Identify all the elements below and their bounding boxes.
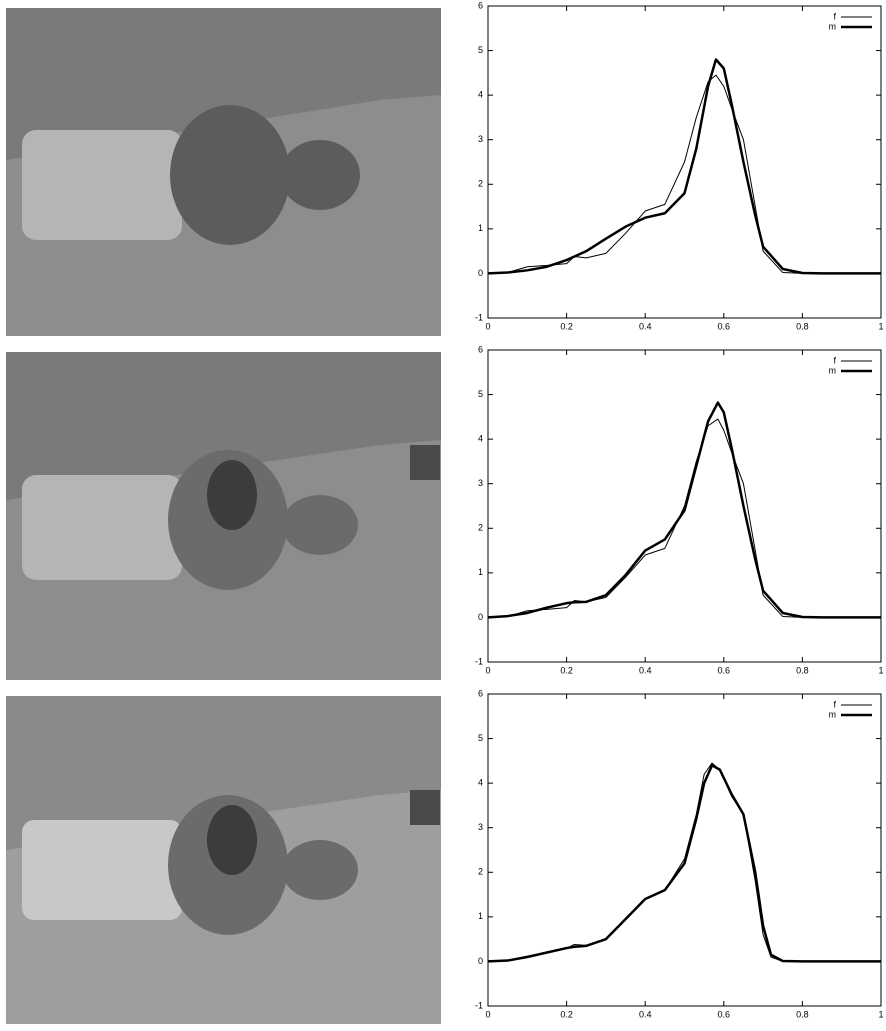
x-tick-label: 0.8 [796, 665, 809, 675]
x-tick-label: 1 [878, 665, 883, 675]
y-tick-label: 1 [478, 911, 483, 921]
photo [6, 352, 441, 680]
y-tick-label: 0 [478, 956, 483, 966]
y-tick-label: 5 [478, 45, 483, 55]
photo [6, 8, 441, 336]
legend-label: f [833, 355, 836, 365]
y-tick-label: -1 [475, 656, 483, 666]
y-tick-label: 3 [478, 478, 483, 488]
y-tick-label: 4 [478, 778, 483, 788]
x-tick-label: 0.4 [639, 321, 652, 331]
x-tick-label: 0.8 [796, 1009, 809, 1019]
series-line [487, 74, 881, 274]
x-tick-label: 0.2 [560, 665, 573, 675]
legend-label: m [829, 365, 837, 375]
y-tick-label: -1 [475, 1000, 483, 1010]
x-tick-label: 1 [878, 321, 883, 331]
y-tick-label: 0 [478, 612, 483, 622]
y-tick-label: 3 [478, 822, 483, 832]
series-line [487, 418, 881, 618]
y-tick-label: 3 [478, 134, 483, 144]
y-tick-label: 6 [478, 688, 483, 698]
y-tick-label: 0 [478, 268, 483, 278]
series-line [487, 58, 881, 275]
y-tick-label: -1 [475, 312, 483, 322]
x-tick-label: 0.2 [560, 1009, 573, 1019]
x-tick-label: 0.2 [560, 321, 573, 331]
plot-frame [487, 693, 882, 1007]
x-tick-label: 0 [485, 1009, 490, 1019]
y-tick-label: 1 [478, 567, 483, 577]
legend-label: f [833, 699, 836, 709]
x-tick-label: 0.8 [796, 321, 809, 331]
y-tick-label: 4 [478, 90, 483, 100]
y-tick-label: 2 [478, 867, 483, 877]
photo [6, 696, 441, 1024]
series-line [487, 401, 881, 619]
x-tick-label: 1 [878, 1009, 883, 1019]
y-tick-label: 6 [478, 0, 483, 10]
y-tick-label: 4 [478, 434, 483, 444]
legend-label: m [829, 21, 837, 31]
x-tick-label: 0.4 [639, 1009, 652, 1019]
y-tick-label: 2 [478, 179, 483, 189]
plot-frame [487, 349, 882, 663]
legend-label: m [829, 709, 837, 719]
x-tick-label: 0.6 [718, 321, 731, 331]
plot-frame [487, 5, 882, 319]
series-line [487, 764, 881, 963]
y-tick-label: 5 [478, 733, 483, 743]
y-tick-label: 6 [478, 344, 483, 354]
y-tick-label: 1 [478, 223, 483, 233]
x-tick-label: 0.4 [639, 665, 652, 675]
legend-label: f [833, 11, 836, 21]
y-tick-label: 5 [478, 389, 483, 399]
x-tick-label: 0.6 [718, 665, 731, 675]
x-tick-label: 0 [485, 321, 490, 331]
x-tick-label: 0 [485, 665, 490, 675]
y-tick-label: 2 [478, 523, 483, 533]
x-tick-label: 0.6 [718, 1009, 731, 1019]
